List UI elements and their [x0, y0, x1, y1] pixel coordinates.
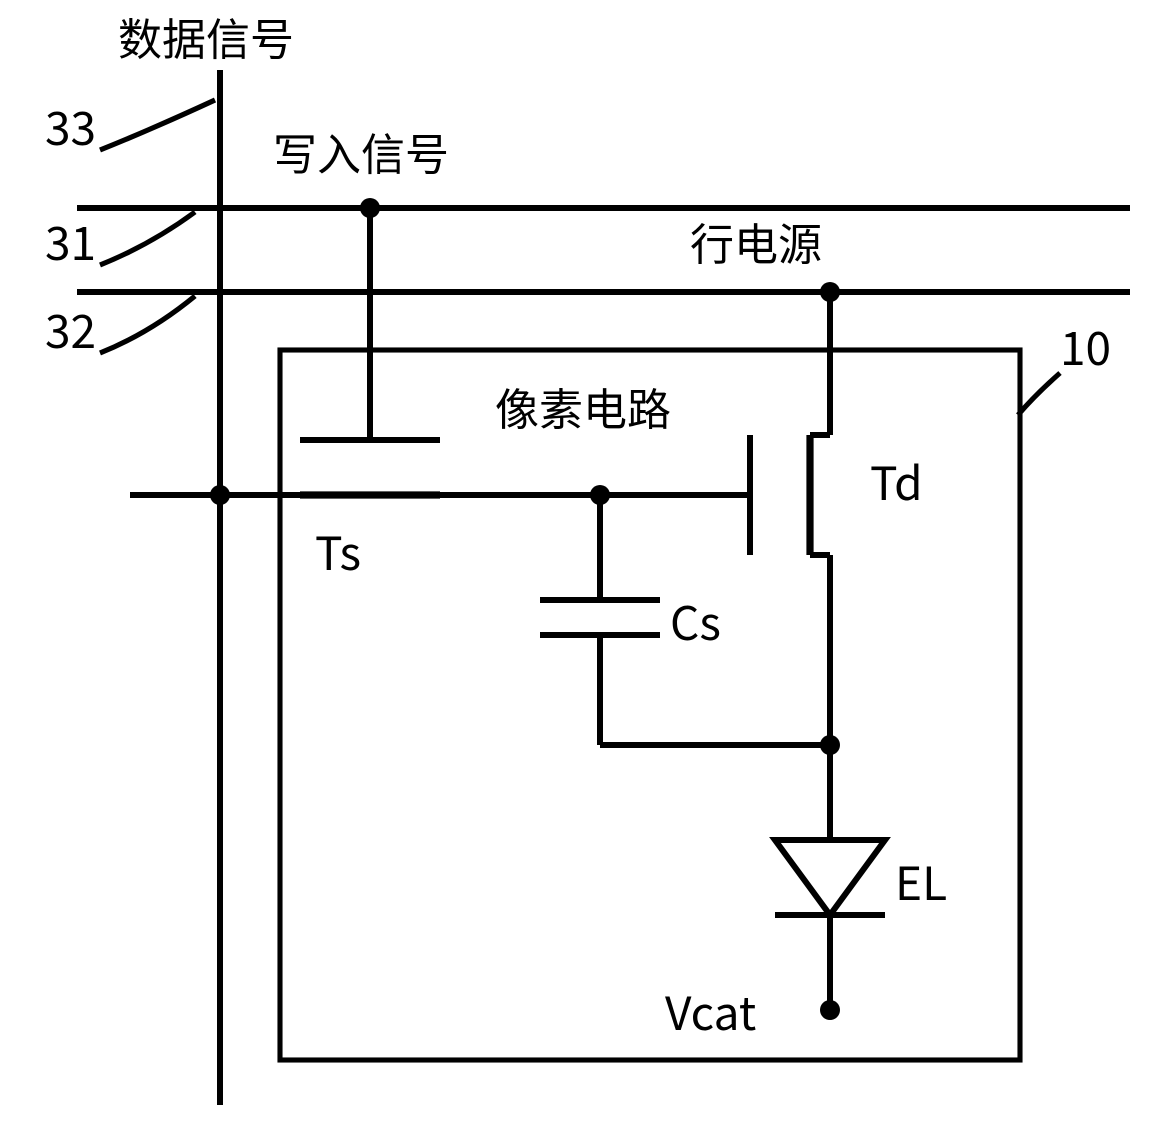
label-row_power: 行电源	[690, 209, 822, 273]
node-power-tap	[820, 282, 840, 302]
circuit-diagram: 数据信号写入信号行电源像素电路 33 31 32 10 Ts Td Cs EL Vcat	[0, 0, 1171, 1127]
label-Ts: Ts	[315, 518, 361, 584]
label-EL: EL	[895, 848, 947, 914]
label-ref_10: 10	[1060, 313, 1111, 379]
leader-l32	[100, 296, 195, 353]
leader-l33	[100, 100, 215, 150]
label-Td: Td	[870, 448, 923, 514]
leader-l31	[100, 212, 195, 265]
label-Cs: Cs	[670, 588, 721, 654]
label-pixel_circuit: 像素电路	[495, 374, 671, 438]
node-write-tap	[360, 198, 380, 218]
node-vcat	[820, 1000, 840, 1020]
label-write_signal: 写入信号	[273, 119, 449, 183]
label-data_signal: 数据信号	[118, 4, 294, 68]
label-ref_31: 31	[45, 208, 96, 274]
node-data-tap	[210, 485, 230, 505]
label-ref_32: 32	[45, 296, 96, 362]
label-Vcat: Vcat	[665, 978, 756, 1044]
leader-l10	[1018, 373, 1060, 415]
el-diode-triangle	[775, 840, 885, 915]
label-ref_33: 33	[45, 93, 96, 159]
